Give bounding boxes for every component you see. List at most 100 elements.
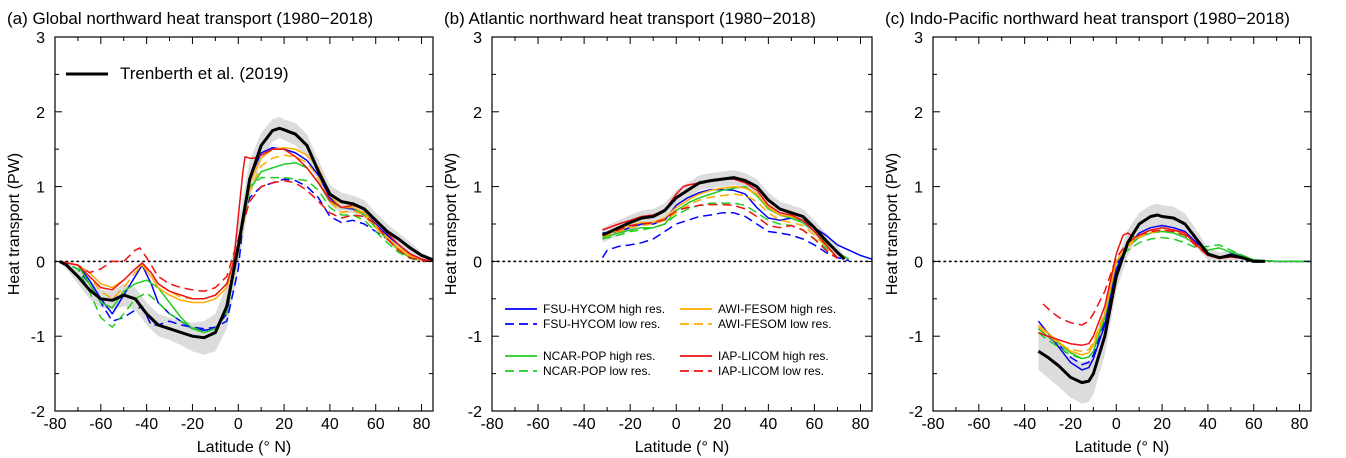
x-tick-label: 40 [1199,416,1217,433]
series-line-fsu-hycom-low-res [601,212,850,262]
y-tick-label: 2 [914,105,923,122]
legend-entry-ncar-low: NCAR-POP low res. [505,364,651,378]
x-tick-label: 20 [275,416,293,433]
series-line-iap-licom-high-res [1038,226,1266,346]
x-axis-label: Latitude (° N) [1075,439,1169,456]
legend-swatch-awi-low [680,323,712,325]
x-tick-label: -40 [573,416,596,433]
series-line-trenberth-et-al-2019 [58,126,433,340]
y-tick-label: 1 [914,180,923,197]
x-tick-label: 0 [234,416,243,433]
y-tick-label: -2 [468,404,482,421]
y-tick-label: -1 [468,329,482,346]
legend-swatch-iap-low [680,370,712,372]
y-tick-label: 0 [473,254,482,271]
series-line-ncar-pop-low-res [1037,236,1311,360]
legend-entry-awi-high: AWI-FESOM high res. [680,302,836,316]
legend-label-iap-low: IAP-LICOM low res. [718,364,825,378]
series-line-trenberth-et-al-2019 [601,176,846,261]
y-tick-label: 2 [473,105,482,122]
uncertainty-band [602,170,845,262]
series-line-fsu-hycom-high-res [1037,224,1311,371]
y-tick-label: 1 [36,180,45,197]
series-line-awi-fesom-low-res [602,193,839,259]
y-tick-label: 2 [36,105,45,122]
series-line-ncar-pop-high-res [602,185,850,260]
y-tick-label: 3 [36,30,45,47]
legend-swatch-trenberth [66,72,108,76]
x-tick-label: -20 [181,416,204,433]
legend-entry-fsu-low: FSU-HYCOM low res. [505,317,660,331]
series-line-iap-licom-low-res [602,203,838,260]
chart-panel-a: -80 -60 -40 -20 0 20 40 60 80 -2 -1 0 1 2 3 (a) Global … [6,9,434,456]
y-axis-label: Heat transport (PW) [884,153,901,295]
x-tick-label: 40 [321,416,339,433]
x-axis-label: Latitude (° N) [197,439,291,456]
series-line-iap-licom-low-res [1042,229,1266,326]
uncertainty-band [59,117,433,355]
chart-title: (c) Indo-Pacific northward heat transpor… [885,9,1290,28]
legend-label-fsu-high: FSU-HYCOM high res. [543,302,666,316]
x-tick-label: 60 [806,416,824,433]
y-tick-label: 0 [36,254,45,271]
x-tick-label: 80 [1291,416,1309,433]
legend-label-trenberth: Trenberth et al. (2019) [120,64,289,83]
uncertainty-band [1038,203,1266,404]
legend-label-awi-high: AWI-FESOM high res. [718,302,837,316]
plot-frame [932,36,1312,412]
x-tick-label: 40 [759,416,777,433]
x-tick-label: -60 [89,416,112,433]
legend-entry-fsu-high: FSU-HYCOM high res. [505,302,665,316]
x-tick-label: -40 [135,416,158,433]
legend-swatch-fsu-low [505,323,537,325]
y-tick-label: 0 [914,254,923,271]
legend-label-ncar-high: NCAR-POP high res. [543,349,656,363]
y-tick-label: -1 [31,329,45,346]
legend-label-awi-low: AWI-FESOM low res. [718,317,832,331]
x-tick-label: 60 [367,416,385,433]
x-tick-label: 0 [1112,416,1121,433]
legend-swatch-ncar-low [505,370,537,372]
y-tick-label: -2 [31,404,45,421]
series-line-ncar-pop-high-res [1037,230,1311,360]
legend-entry-ncar-high: NCAR-POP high res. [505,349,655,363]
legend-entry-iap-low: IAP-LICOM low res. [680,364,824,378]
x-tick-label: 80 [413,416,431,433]
legend-swatch-awi-high [680,308,712,310]
chart-title: (b) Atlantic northward heat transport (1… [444,9,816,28]
x-axis-label: Latitude (° N) [635,439,729,456]
chart-title: (a) Global northward heat transport (198… [7,9,373,28]
chart-panel-c: -80 -60 -40 -20 0 20 40 60 80 -2 -1 0 1 2 3 (c) Indo-Pa… [884,9,1312,456]
legend-label-fsu-low: FSU-HYCOM low res. [543,317,661,331]
legend-swatch-ncar-high [505,355,537,357]
y-axis-label: Heat transport (PW) [443,153,460,295]
y-tick-label: -2 [909,404,923,421]
y-tick-label: 3 [473,30,482,47]
x-tick-label: 60 [1245,416,1263,433]
legend-entry-iap-high: IAP-LICOM high res. [680,349,829,363]
x-tick-label: -80 [43,416,66,433]
legend-swatch-iap-high [680,355,712,357]
series-line-awi-fesom-high-res [1037,226,1266,356]
series-line-awi-fesom-low-res [1037,229,1266,352]
legend-label-ncar-low: NCAR-POP low res. [543,364,651,378]
x-tick-label: 20 [713,416,731,433]
legend-swatch-fsu-high [505,308,537,310]
x-tick-label: -20 [1059,416,1082,433]
x-tick-label: -80 [921,416,944,433]
legend-label-iap-high: IAP-LICOM high res. [718,349,829,363]
y-tick-label: -1 [909,329,923,346]
x-tick-label: -20 [619,416,642,433]
chart-panel-b: -80 -60 -40 -20 0 20 40 60 80 -2 -1 0 1 2 3 (b) Atlanti… [443,9,873,456]
x-tick-label: -60 [967,416,990,433]
x-tick-label: 20 [1153,416,1171,433]
x-tick-label: 80 [852,416,870,433]
x-tick-label: -40 [1013,416,1036,433]
y-axis-label: Heat transport (PW) [6,153,23,295]
series-line-ncar-pop-low-res [602,202,838,259]
legend-entry-awi-low: AWI-FESOM low res. [680,317,832,331]
y-tick-label: 3 [914,30,923,47]
x-tick-label: -60 [526,416,549,433]
series-line-trenberth-et-al-2019 [1037,213,1266,385]
